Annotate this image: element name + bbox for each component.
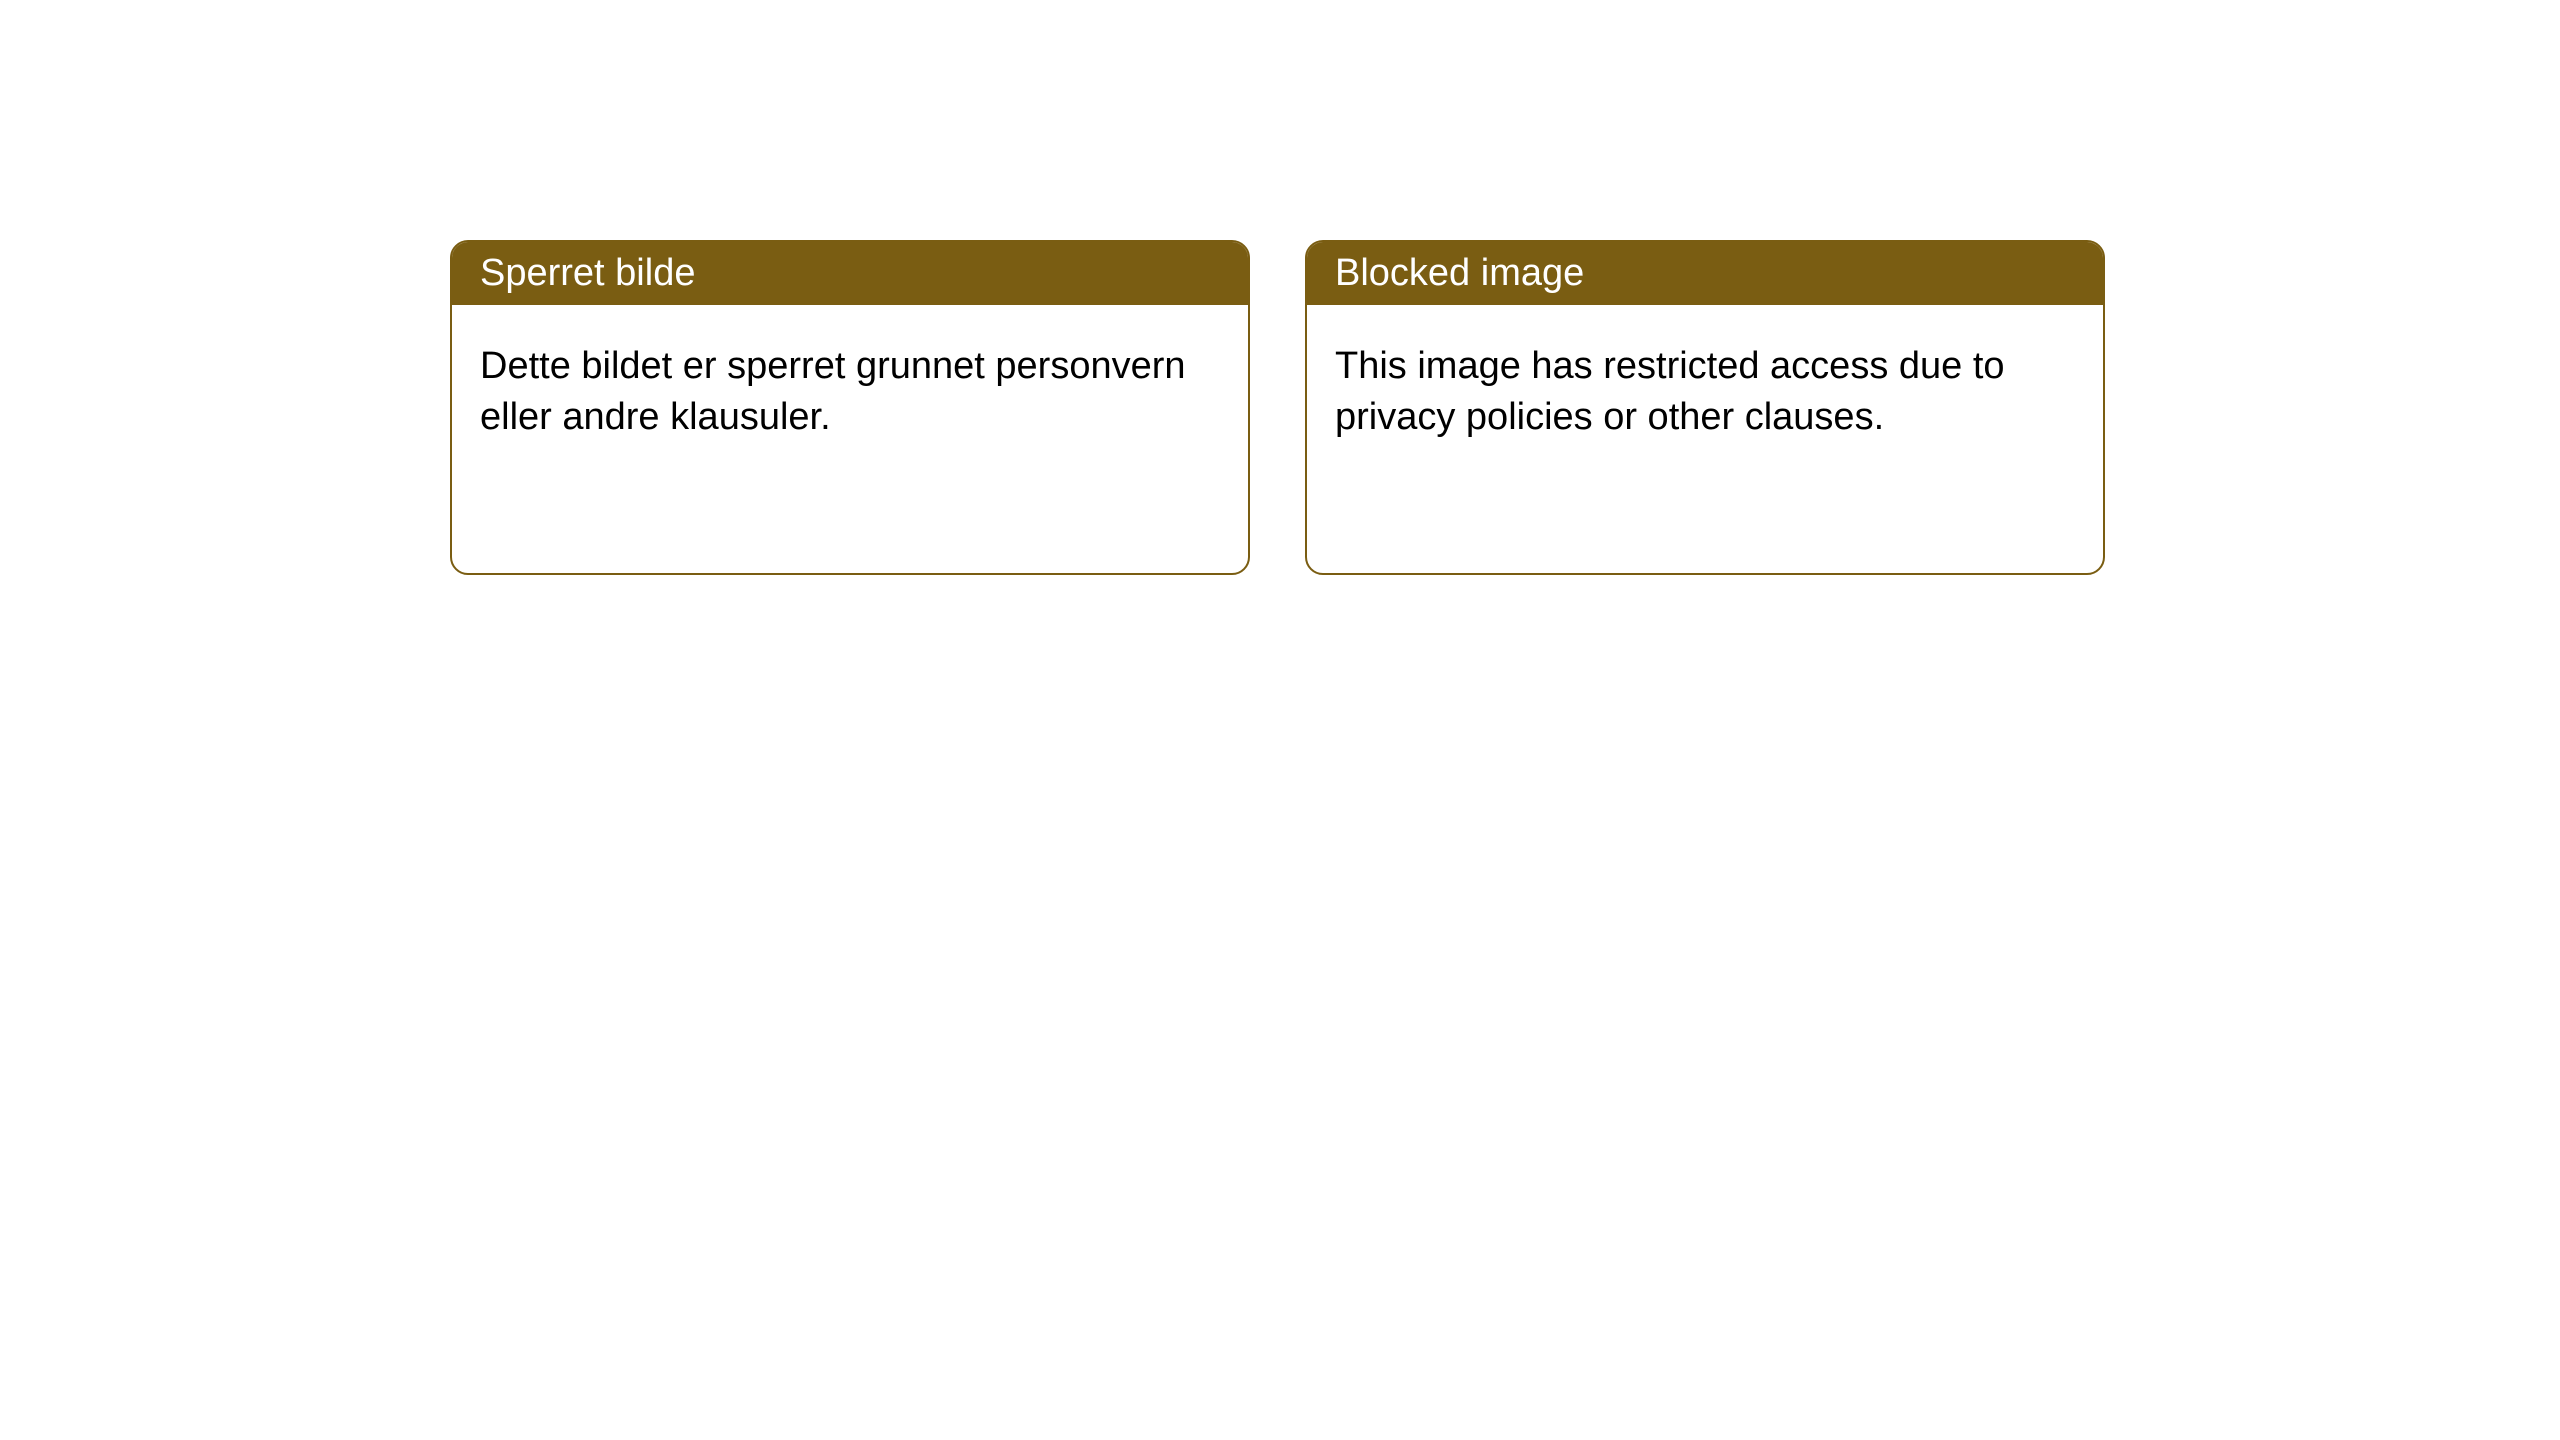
card-body: This image has restricted access due to … bbox=[1307, 305, 2103, 480]
card-title: Blocked image bbox=[1335, 252, 1584, 294]
card-body-text: Dette bildet er sperret grunnet personve… bbox=[480, 345, 1186, 438]
card-header: Sperret bilde bbox=[452, 242, 1248, 305]
notice-card-english: Blocked image This image has restricted … bbox=[1305, 240, 2105, 575]
notice-cards-container: Sperret bilde Dette bildet er sperret gr… bbox=[450, 240, 2105, 575]
notice-card-norwegian: Sperret bilde Dette bildet er sperret gr… bbox=[450, 240, 1250, 575]
card-body-text: This image has restricted access due to … bbox=[1335, 345, 2005, 438]
card-title: Sperret bilde bbox=[480, 252, 695, 294]
card-body: Dette bildet er sperret grunnet personve… bbox=[452, 305, 1248, 480]
card-header: Blocked image bbox=[1307, 242, 2103, 305]
